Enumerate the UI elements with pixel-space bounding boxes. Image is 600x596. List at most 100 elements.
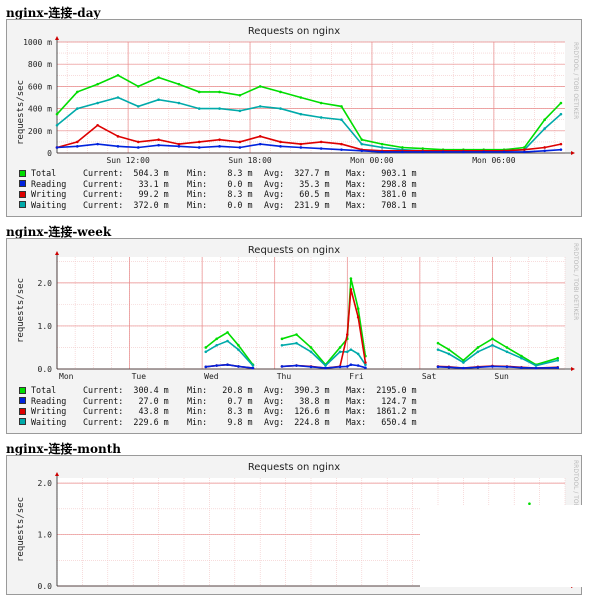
image-occlusion [420, 505, 600, 587]
legend-cur: Current: 99.2 m [83, 189, 169, 199]
series-line-waiting [437, 344, 558, 367]
legend-max: Max: 650.4 m [346, 416, 417, 427]
legend-swatch [19, 190, 26, 198]
x-tick-label: Mon [59, 372, 74, 381]
series-line-reading [205, 363, 253, 369]
x-tick-label: Sun 12:00 [106, 156, 150, 165]
data-point-total [528, 502, 531, 506]
y-tick-label: 1.0 [38, 531, 53, 540]
x-tick-label: Mon 06:00 [472, 156, 516, 165]
legend-row-reading: Reading Current: 33.1 m Min: 0.0 m Avg: 35.… [19, 178, 417, 190]
series-line-total [281, 278, 367, 366]
series-line-total [205, 331, 254, 366]
legend-name: Waiting [31, 416, 67, 427]
series-writing [55, 123, 563, 153]
series-reading [204, 363, 560, 370]
chart-title: Requests on nginx [247, 462, 341, 473]
legend-avg: Avg: 231.9 m [264, 199, 330, 210]
chart-panel-day: Requests on nginx requests/sec RRDTOOL /… [6, 19, 582, 217]
y-tick-label: 1.0 [38, 322, 53, 331]
legend-min: Min: 0.7 m [187, 395, 253, 406]
legend-name: Waiting [31, 199, 67, 210]
x-tick-label: Sun [494, 372, 509, 381]
legend-name: Reading [31, 178, 67, 189]
legend-cur: Current: 504.3 m [83, 168, 169, 178]
legend-avg: Avg: 35.3 m [264, 178, 330, 189]
series-reading [55, 142, 563, 154]
y-tick-label: 800 m [28, 60, 52, 69]
legend-avg: Avg: 327.7 m [264, 168, 330, 178]
legend-max: Max: 708.1 m [346, 199, 417, 210]
y-tick-label: 0.0 [38, 365, 53, 374]
chart-panel-week: Requests on nginx requests/sec RRDTOOL /… [6, 238, 582, 434]
legend-min: Min: 0.0 m [187, 199, 253, 210]
legend-min: Min: 0.0 m [187, 178, 253, 189]
x-tick-label: Mon 00:00 [350, 156, 394, 165]
legend-max: Max: 298.8 m [346, 178, 417, 189]
legend-swatch [19, 397, 26, 405]
legend-row-total: Total Current: 300.4 m Min: 20.8 m Avg: 390… [19, 385, 417, 396]
x-tick-label: Fri [349, 372, 364, 381]
x-tick-label: Sun 18:00 [228, 156, 272, 165]
legend-cur: Current: 372.0 m [83, 199, 169, 210]
y-axis-arrow [55, 251, 59, 255]
series-line-total [56, 74, 562, 151]
legend-swatch [19, 386, 26, 394]
legend-row-waiting: Waiting Current: 372.0 m Min: 0.0 m Avg: 23… [19, 199, 417, 211]
legend-row-total: Total Current: 504.3 m Min: 8.3 m Avg: 327.… [19, 168, 417, 179]
y-tick-label: 1000 m [23, 38, 52, 47]
legend-avg: Avg: 126.6 m [264, 406, 330, 416]
x-tick-label: Tue [132, 372, 147, 381]
legend-min: Min: 8.3 m [187, 189, 253, 199]
series-line-reading [281, 363, 366, 369]
x-axis-arrow [571, 151, 575, 155]
x-axis-arrow [571, 367, 575, 371]
series-line-writing [56, 124, 562, 152]
chart-legend-week: Total Current: 300.4 m Min: 20.8 m Avg: 390… [19, 385, 417, 428]
legend-row-waiting: Waiting Current: 229.6 m Min: 9.8 m Avg: 22… [19, 416, 417, 428]
chart-legend-day: Total Current: 504.3 m Min: 8.3 m Avg: 327.… [19, 168, 417, 211]
legend-min: Min: 8.3 m [187, 406, 253, 416]
series-total [528, 502, 531, 506]
legend-row-writing: Writing Current: 43.8 m Min: 8.3 m Avg: 126… [19, 406, 417, 417]
legend-name: Total [31, 385, 57, 395]
legend-min: Min: 20.8 m [187, 385, 253, 395]
series-line-waiting [281, 342, 367, 367]
series-line-total [437, 337, 558, 366]
chart-plot-day: 0 200 m 400 m 600 m 800 m 1000 m Sun 12:00 Sun … [23, 36, 575, 165]
y-tick-label: 2.0 [38, 279, 53, 288]
legend-name: Writing [31, 189, 67, 199]
legend-cur: Current: 33.1 m [83, 178, 169, 189]
legend-avg: Avg: 390.3 m [264, 385, 330, 395]
legend-swatch [19, 201, 26, 209]
legend-max: Max: 124.7 m [346, 395, 417, 406]
legend-min: Min: 9.8 m [187, 416, 253, 427]
legend-cur: Current: 43.8 m [83, 406, 169, 416]
legend-name: Reading [31, 395, 67, 406]
legend-swatch [19, 407, 26, 415]
legend-swatch [19, 418, 26, 426]
legend-row-reading: Reading Current: 27.0 m Min: 0.7 m Avg: 38.… [19, 395, 417, 407]
y-tick-label: 600 m [28, 82, 52, 91]
x-tick-label: Thu [277, 372, 292, 381]
y-tick-label: 400 m [28, 105, 52, 114]
section-title-week: nginx-连接-week [6, 225, 112, 239]
y-tick-label: 200 m [28, 127, 52, 136]
series-line-waiting [205, 340, 254, 367]
x-tick-label: Wed [204, 372, 219, 381]
legend-max: Max: 903.1 m [346, 168, 417, 178]
series-line-reading [437, 365, 558, 369]
x-tick-label: Sat [422, 372, 437, 381]
legend-name: Writing [31, 406, 67, 416]
section-title-month: nginx-连接-month [6, 442, 121, 456]
legend-cur: Current: 27.0 m [83, 395, 169, 406]
series-waiting [204, 339, 560, 367]
y-tick-label: 2.0 [38, 479, 53, 488]
series-total [204, 277, 560, 366]
section-title-day: nginx-连接-day [6, 6, 101, 20]
legend-max: Max: 381.0 m [346, 189, 417, 199]
legend-max: Max: 2195.0 m [346, 385, 417, 395]
y-axis-arrow [55, 36, 59, 40]
legend-min: Min: 8.3 m [187, 168, 253, 178]
legend-avg: Avg: 38.8 m [264, 395, 330, 406]
